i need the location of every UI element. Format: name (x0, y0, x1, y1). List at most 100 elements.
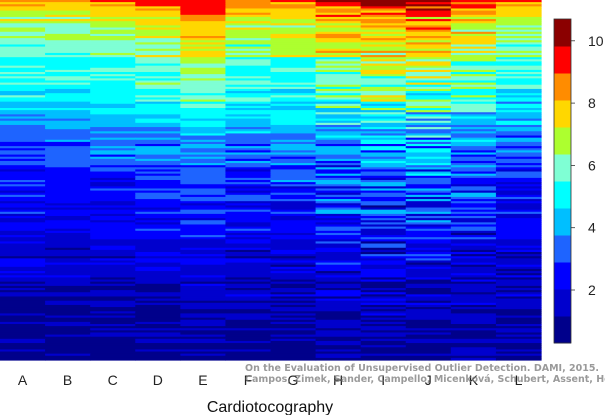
heatmap-cell (360, 222, 407, 226)
heatmap-cell (360, 357, 407, 361)
heatmap-cell (135, 21, 181, 24)
heatmap-cell (0, 330, 46, 334)
heatmap-cell (45, 211, 91, 215)
heatmap-cell (495, 163, 542, 166)
heatmap-cell (450, 42, 497, 46)
heatmap-cell (45, 239, 91, 243)
heatmap-cell (315, 224, 362, 228)
heatmap-cell (180, 50, 227, 54)
heatmap-cell (450, 307, 497, 310)
heatmap-cell (270, 336, 317, 340)
heatmap-cell (360, 129, 407, 132)
heatmap-cell (0, 36, 46, 39)
heatmap-cell (495, 209, 542, 213)
heatmap-cell (225, 228, 272, 232)
heatmap-cell (405, 36, 452, 39)
heatmap-cell (225, 199, 272, 202)
heatmap-cell (45, 173, 91, 177)
heatmap-cell (315, 38, 362, 41)
heatmap-cell (315, 112, 362, 115)
heatmap-cell (225, 182, 272, 185)
heatmap-cell (135, 338, 181, 342)
heatmap-cell (270, 82, 317, 86)
heatmap-cell (90, 313, 136, 317)
heatmap-cell (315, 336, 362, 340)
heatmap-cell (135, 0, 181, 3)
heatmap-cell (495, 330, 542, 334)
heatmap-cell (270, 150, 317, 154)
heatmap-cell (495, 131, 542, 135)
heatmap-cell (0, 188, 46, 192)
heatmap-cell (270, 324, 317, 327)
heatmap-cell (270, 230, 317, 234)
heatmap-cell (495, 277, 542, 281)
heatmap-cell (225, 80, 272, 84)
heatmap-cell (90, 144, 136, 147)
heatmap-cell (450, 353, 497, 357)
heatmap-cell (45, 203, 91, 207)
heatmap-cell (135, 351, 181, 355)
heatmap-cell (405, 101, 452, 105)
heatmap-cell (405, 309, 452, 312)
heatmap-cell (90, 194, 136, 198)
heatmap-cell (405, 338, 452, 342)
heatmap-cell (0, 112, 46, 115)
heatmap-cell (405, 288, 452, 291)
heatmap-cell (0, 205, 46, 209)
heatmap-cell (180, 59, 227, 63)
heatmap-cell (135, 285, 181, 289)
heatmap-cell (0, 241, 46, 245)
heatmap-cell (225, 69, 272, 73)
heatmap-cell (135, 33, 181, 37)
heatmap-cell (405, 296, 452, 300)
heatmap-cell (0, 190, 46, 194)
heatmap-cell (45, 324, 91, 327)
heatmap-cell (135, 144, 181, 147)
heatmap-cell (495, 216, 542, 219)
heatmap-cell (45, 133, 91, 137)
heatmap-cell (450, 65, 497, 69)
heatmap-cell (360, 188, 407, 192)
heatmap-cell (45, 160, 91, 164)
heatmap-cell (45, 266, 91, 270)
heatmap-cell (90, 252, 136, 255)
heatmap-cell (360, 203, 407, 207)
heatmap-cell (90, 285, 136, 289)
heatmap-cell (270, 357, 317, 361)
heatmap-cell (495, 239, 542, 243)
heatmap-cell (270, 304, 317, 308)
heatmap-cell (450, 57, 497, 60)
heatmap-cell (225, 194, 272, 198)
heatmap-cell (135, 101, 181, 105)
heatmap-cell (360, 127, 407, 130)
heatmap-cell (405, 190, 452, 194)
heatmap-cell (225, 52, 272, 56)
heatmap-cell (495, 122, 542, 126)
heatmap-cell (360, 29, 407, 33)
heatmap-cell (180, 141, 227, 145)
heatmap-cell (405, 355, 452, 359)
heatmap-cell (45, 222, 91, 226)
heatmap-cell (360, 307, 407, 310)
heatmap-cell (225, 309, 272, 312)
heatmap-cell (495, 112, 542, 115)
heatmap-cell (225, 91, 272, 94)
heatmap-cell (450, 131, 497, 135)
heatmap-cell (135, 260, 181, 264)
heatmap-cell (180, 199, 227, 202)
heatmap-cell (405, 4, 452, 7)
heatmap-cell (135, 228, 181, 232)
heatmap-cell (450, 105, 497, 109)
heatmap-cell (90, 82, 136, 86)
heatmap-cell (135, 67, 181, 71)
heatmap-cell (180, 169, 227, 173)
heatmap-cell (315, 124, 362, 128)
heatmap-cell (0, 294, 46, 298)
heatmap-cell (360, 57, 407, 60)
heatmap-cell (45, 144, 91, 147)
heatmap-cell (450, 184, 497, 187)
heatmap-cell (270, 254, 317, 257)
heatmap-cell (315, 99, 362, 103)
heatmap-cell (45, 91, 91, 94)
heatmap-cell (225, 97, 272, 101)
